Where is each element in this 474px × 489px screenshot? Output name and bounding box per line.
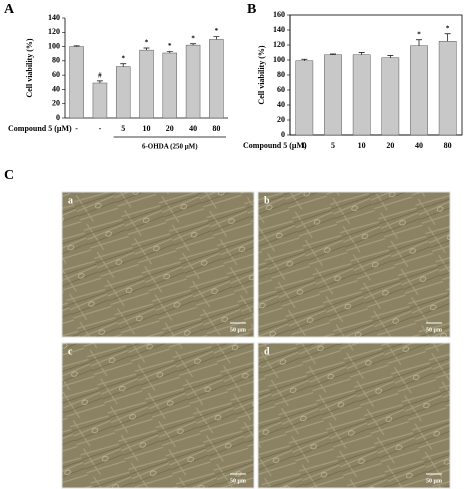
y-axis-label: Cell viability (%)	[25, 38, 34, 97]
bar	[410, 45, 428, 136]
x-tick-label: 20	[386, 141, 394, 150]
y-tick-label: 0	[281, 130, 285, 139]
error-bar	[444, 33, 451, 42]
x-tick-label: 10	[358, 141, 366, 150]
bar	[209, 39, 224, 119]
error-bar	[190, 43, 197, 46]
y-tick-label: 140	[273, 25, 285, 34]
x-tick-label: 80	[212, 124, 220, 133]
annotation: *	[191, 34, 195, 42]
y-tick-label: 100	[48, 41, 60, 50]
error-bar	[330, 53, 336, 55]
scale-label: 50 μm	[426, 327, 442, 333]
error-bar	[416, 39, 422, 46]
x-tick-label: 80	[444, 141, 452, 150]
scale-label: 50 μm	[426, 478, 442, 484]
error-bar	[301, 58, 308, 61]
image-label: d	[264, 346, 270, 357]
panel-label: C	[4, 168, 14, 183]
bar	[69, 46, 84, 119]
y-tick-label: 0	[56, 113, 60, 122]
error-bar	[358, 52, 365, 55]
x-tick-label: 40	[189, 124, 197, 133]
annotation: *	[417, 30, 421, 38]
x-axis-label: Compound 5 (μM)	[8, 124, 72, 133]
bar	[324, 54, 342, 136]
error-bar	[213, 36, 220, 40]
y-tick-label: 160	[273, 10, 285, 19]
y-tick-label: 80	[277, 70, 285, 79]
panel-label: A	[4, 2, 15, 17]
micrograph	[61, 342, 255, 489]
bar	[92, 82, 108, 119]
error-bar	[143, 47, 150, 51]
annotation: *	[215, 27, 219, 35]
scale-label: 50 μm	[230, 327, 246, 333]
micrograph	[257, 191, 451, 338]
bar	[162, 52, 178, 119]
image-label: c	[68, 346, 73, 357]
panel-label: B	[247, 2, 256, 17]
bar	[352, 54, 371, 136]
y-tick-label: 120	[273, 40, 285, 49]
y-tick-label: 20	[277, 115, 285, 124]
x-axis-label: Compound 5 (μM)	[243, 141, 307, 150]
y-tick-label: 60	[277, 85, 285, 94]
y-tick-label: 120	[48, 27, 60, 36]
x-tick-label: 20	[166, 124, 174, 133]
x-tick-label: 10	[143, 124, 151, 133]
annotation: *	[121, 54, 125, 62]
x-tick-label: -	[75, 124, 78, 133]
micrograph	[61, 191, 255, 338]
y-tick-label: 60	[52, 70, 60, 79]
error-bar	[166, 51, 173, 53]
plot-frame	[289, 14, 463, 136]
annotation: *	[145, 39, 149, 47]
y-axis-label: Cell viability (%)	[257, 45, 266, 104]
error-bar	[73, 45, 80, 47]
x-tick-label: -	[99, 124, 102, 133]
x-tick-label: 40	[415, 141, 423, 150]
bar	[381, 57, 400, 136]
bar	[438, 41, 457, 136]
error-bar	[120, 63, 127, 67]
bar	[139, 49, 154, 119]
image-label: a	[68, 195, 73, 206]
bar	[295, 60, 314, 136]
y-tick-label: 80	[52, 56, 60, 65]
y-tick-label: 40	[277, 100, 285, 109]
bar	[185, 44, 201, 119]
x-tick-label: 0	[302, 141, 306, 150]
y-tick-label: 100	[273, 55, 285, 64]
annotation: #	[98, 71, 102, 79]
micrographs: Ca 50 μm b 50 μm c 50 μm d 50 μm	[4, 168, 451, 489]
image-label: b	[264, 195, 270, 206]
x-tick-label: 5	[331, 141, 335, 150]
micrograph	[257, 342, 451, 489]
scale-label: 50 μm	[230, 478, 246, 484]
error-bar	[96, 80, 103, 83]
x-tick-label: 5	[121, 124, 125, 133]
y-tick-label: 20	[52, 99, 60, 108]
annotation: *	[446, 24, 450, 32]
y-tick-label: 140	[48, 13, 60, 22]
y-tick-label: 40	[52, 84, 60, 93]
group-label: 6-OHDA (250 μM)	[142, 143, 198, 151]
annotation: *	[168, 42, 172, 50]
error-bar	[387, 55, 394, 58]
bar	[115, 66, 131, 119]
